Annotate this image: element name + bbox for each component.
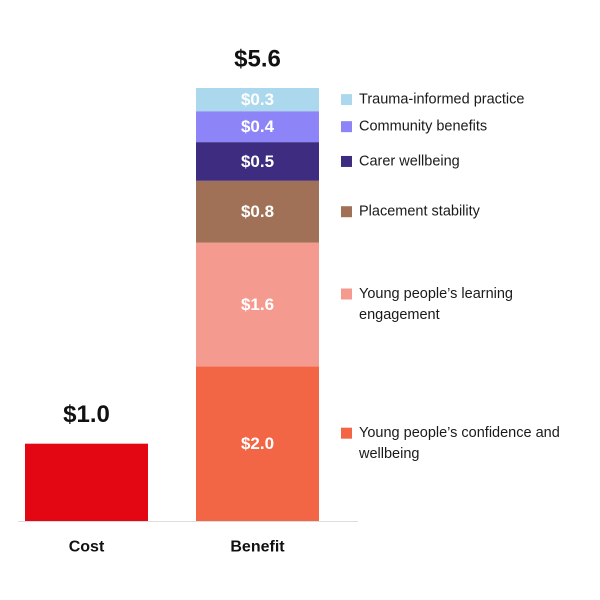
legend-label: Trauma-informed practice (359, 92, 524, 108)
legend-swatch (341, 206, 352, 218)
bar-segment-benefit-3 (196, 180, 319, 243)
segment-value-label: $0.8 (241, 202, 274, 221)
segment-value-label: $2.0 (241, 434, 274, 453)
segment-value-label: $0.5 (241, 152, 274, 171)
bar-segment-benefit-4 (196, 142, 319, 181)
bars-group (18, 88, 358, 522)
category-label-benefit: Benefit (230, 539, 285, 556)
segment-value-label: $0.3 (241, 90, 274, 109)
legend-swatch (341, 94, 352, 106)
legend-label: Young people’s learning engagement (359, 286, 513, 323)
segment-value-label: $1.6 (241, 295, 274, 314)
labels-group: $2.0 $1.6 $0.8 $0.5 $0.4 $0.3 $1.0 Cost $5.6 Bene… (63, 46, 285, 556)
bar-segment-benefit-5 (196, 111, 319, 143)
legend-swatch (341, 288, 352, 300)
legend-label: Placement stability (359, 204, 481, 220)
total-label-cost: $1.0 (63, 401, 110, 428)
category-label-cost: Cost (69, 539, 105, 556)
bar-segment-cost-0 (25, 443, 148, 521)
legend-swatch (341, 121, 352, 133)
legend-swatch (341, 427, 352, 439)
segment-value-label: $0.4 (241, 117, 275, 136)
legend-group: Young people’s confidence and wellbeing Yo… (341, 92, 560, 462)
legend-label: Community benefits (359, 119, 487, 135)
legend-swatch (341, 155, 352, 167)
bar-segment-benefit-2 (196, 242, 319, 367)
bar-segment-benefit-6 (196, 88, 319, 112)
bar-segment-benefit-1 (196, 366, 319, 521)
total-label-benefit: $5.6 (234, 46, 281, 73)
legend-label: Carer wellbeing (359, 153, 460, 169)
legend-label: Young people’s confidence and wellbeing (358, 425, 560, 462)
